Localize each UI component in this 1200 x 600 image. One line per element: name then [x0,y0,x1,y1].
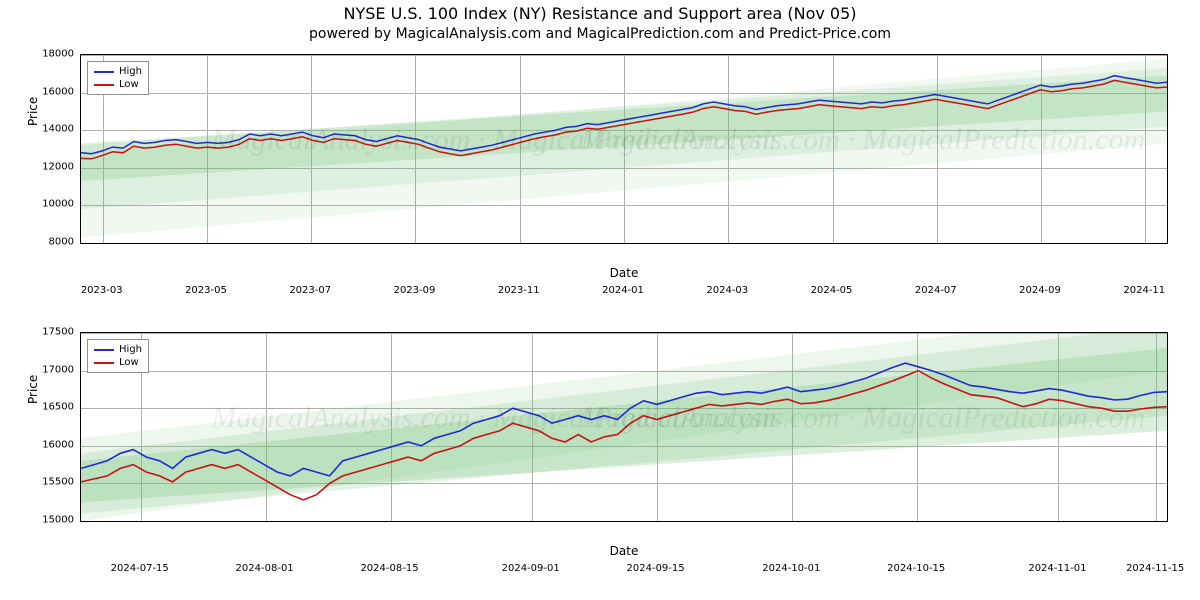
y-axis-label: Price [26,375,40,404]
y-tick-label: 17000 [30,364,74,375]
gridline-h [81,521,1167,522]
x-tick-label: 2024-07-15 [111,563,169,574]
x-tick-label: 2024-11-15 [1126,563,1184,574]
legend-swatch [94,71,114,73]
legend-label: High [119,343,142,356]
legend-high: High [94,343,142,356]
y-tick-label: 15000 [30,515,74,526]
top-plot-area: MagicalAnalysis.com · MagicalPrediction.… [80,54,1168,244]
y-tick-label: 17500 [30,327,74,338]
series-lines [81,55,1167,243]
bottom-plot-area: MagicalAnalysis.com · MagicalPrediction.… [80,332,1168,522]
x-tick-label: 2023-07 [289,285,331,296]
x-tick-label: 2024-08-01 [236,563,294,574]
x-tick-label: 2024-09-01 [502,563,560,574]
x-tick-label: 2024-08-15 [360,563,418,574]
legend-label: Low [119,356,139,369]
x-tick-label: 2023-09 [394,285,436,296]
x-tick-label: 2024-11 [1123,285,1165,296]
x-tick-label: 2024-05 [811,285,853,296]
y-tick-label: 14000 [30,124,74,135]
chart-subtitle: powered by MagicalAnalysis.com and Magic… [0,26,1200,42]
y-tick-label: 16500 [30,402,74,413]
x-tick-label: 2024-10-01 [762,563,820,574]
legend-swatch [94,84,114,86]
x-tick-label: 2024-03 [706,285,748,296]
top-panel: Price MagicalAnalysis.com · MagicalPredi… [80,54,1168,280]
x-tick-label: 2023-03 [81,285,123,296]
y-tick-label: 16000 [30,439,74,450]
y-tick-label: 10000 [30,199,74,210]
y-tick-label: 12000 [30,161,74,172]
y-tick-label: 8000 [30,237,74,248]
legend-label: High [119,65,142,78]
chart-title: NYSE U.S. 100 Index (NY) Resistance and … [0,4,1200,23]
legend-swatch [94,362,114,364]
x-tick-label: 2024-11-01 [1028,563,1086,574]
y-axis-label: Price [26,97,40,126]
gridline-h [81,243,1167,244]
legend: HighLow [87,61,149,95]
x-tick-label: 2024-09-15 [627,563,685,574]
series-high [81,363,1167,476]
x-tick-label: 2023-05 [185,285,227,296]
y-tick-label: 18000 [30,49,74,60]
legend-low: Low [94,356,142,369]
x-axis-label: Date [80,544,1168,558]
x-tick-label: 2023-11 [498,285,540,296]
bottom-panel: Price MagicalAnalysis.com · MagicalPredi… [80,332,1168,558]
legend: HighLow [87,339,149,373]
x-tick-label: 2024-01 [602,285,644,296]
x-tick-label: 2024-10-15 [887,563,945,574]
y-tick-label: 16000 [30,86,74,97]
legend-label: Low [119,78,139,91]
x-tick-label: 2024-07 [915,285,957,296]
legend-swatch [94,349,114,351]
legend-low: Low [94,78,142,91]
y-tick-label: 15500 [30,477,74,488]
series-lines [81,333,1167,521]
chart-container: NYSE U.S. 100 Index (NY) Resistance and … [0,0,1200,600]
x-tick-label: 2024-09 [1019,285,1061,296]
x-axis-label: Date [80,266,1168,280]
legend-high: High [94,65,142,78]
